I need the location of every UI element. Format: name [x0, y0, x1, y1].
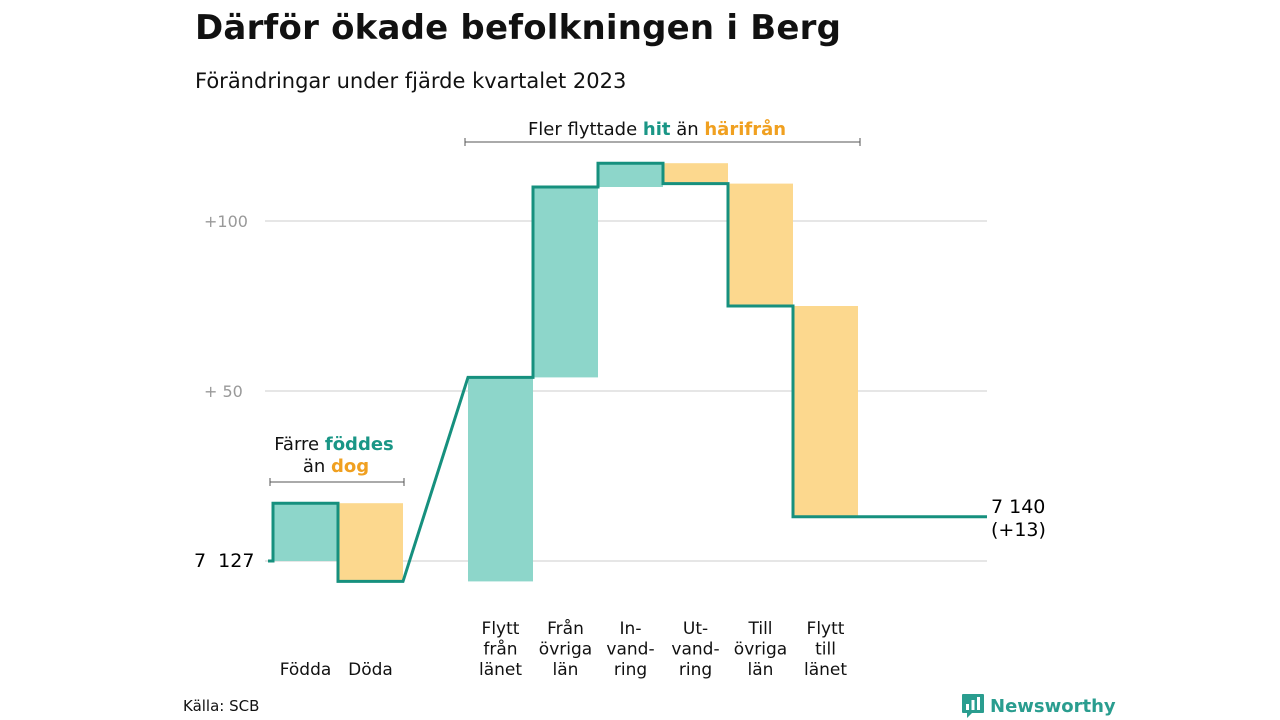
- natural-annotation-line2: än dog: [303, 456, 369, 477]
- waterfall-bar: [793, 306, 858, 517]
- chart-subtitle: Förändringar under fjärde kvartalet 2023: [195, 69, 627, 93]
- y-tick-label: +100: [204, 212, 248, 231]
- category-label: In-vand-ring: [606, 619, 654, 680]
- chart-title: Därför ökade befolkningen i Berg: [195, 8, 842, 48]
- bars: [273, 163, 858, 582]
- end-change-label: (+13): [991, 519, 1046, 541]
- category-label: Till övriga län: [734, 619, 787, 680]
- brand-name: Newsworthy: [990, 695, 1116, 717]
- migration-annotation: Fler flyttade hit än härifrån: [528, 118, 786, 140]
- annotation-dog: dog: [331, 456, 369, 477]
- annotation-harifran: härifrån: [704, 118, 786, 140]
- natural-annotation-line1: Färre föddes: [274, 434, 394, 455]
- brand-logo: Newsworthy: [961, 693, 1116, 719]
- category-label: Ut-vand-ring: [671, 619, 719, 680]
- category-label: Döda: [348, 660, 393, 680]
- y-tick-label: + 50: [204, 382, 243, 401]
- bar-chart-logo-icon: [962, 694, 984, 718]
- waterfall-bar: [728, 183, 793, 306]
- source-note: Källa: SCB: [183, 697, 260, 715]
- waterfall-bar: [533, 187, 598, 378]
- waterfall-bar: [598, 163, 663, 187]
- category-label: Födda: [280, 660, 332, 680]
- waterfall-bar: [468, 377, 533, 582]
- population-step-line: [268, 161, 987, 583]
- waterfall-bar: [338, 503, 403, 582]
- category-label: Flytt från länet: [479, 619, 522, 680]
- waterfall-bar: [663, 163, 728, 184]
- waterfall-bar: [273, 503, 338, 561]
- annotation-foddes: föddes: [325, 434, 394, 455]
- start-value-label: 7 127: [194, 550, 254, 572]
- category-label: Flytt till länet: [804, 619, 847, 680]
- end-value-label: 7 140: [991, 496, 1045, 518]
- category-label: Från övriga län: [539, 618, 592, 680]
- annotation-hit: hit: [643, 119, 671, 140]
- category-labels: Födda Döda Flytt från länet Från övriga län In-v…: [280, 618, 848, 680]
